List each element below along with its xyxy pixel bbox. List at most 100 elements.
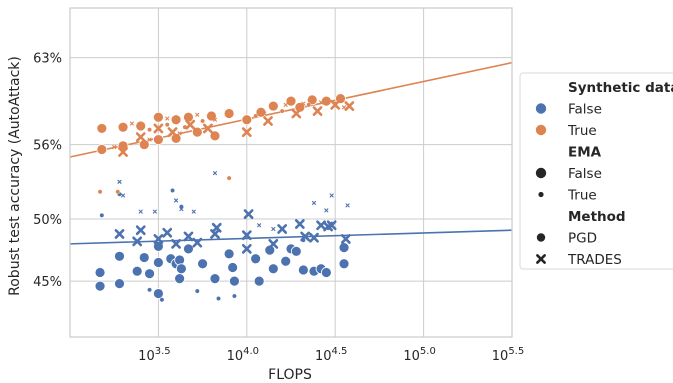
x-tick-label: 104.5 <box>315 346 347 364</box>
data-point <box>223 248 235 260</box>
data-point <box>96 144 108 155</box>
data-point <box>294 219 305 229</box>
data-point <box>97 189 103 195</box>
data-point <box>267 100 279 112</box>
y-tick-label: 56% <box>33 139 62 154</box>
data-point <box>311 200 317 205</box>
data-point <box>185 119 196 130</box>
data-point <box>94 267 106 278</box>
data-point <box>159 297 165 303</box>
data-point <box>162 227 173 238</box>
data-point <box>291 108 302 119</box>
data-point <box>329 193 334 198</box>
plot-frame <box>69 7 513 338</box>
data-point <box>183 243 194 255</box>
data-point <box>300 231 311 242</box>
data-point <box>152 257 164 268</box>
data-point <box>144 268 155 280</box>
data-point <box>132 236 143 247</box>
data-point <box>152 209 157 214</box>
data-point <box>114 250 125 262</box>
legend-label: TRADES <box>567 252 622 268</box>
data-point <box>209 273 221 285</box>
data-point <box>241 114 253 126</box>
legend-marker-circle <box>535 103 547 114</box>
data-point <box>253 275 265 287</box>
data-point <box>112 144 117 150</box>
data-point <box>263 116 273 126</box>
data-point <box>309 232 319 243</box>
legend-marker-circle <box>535 167 547 179</box>
data-point <box>324 208 329 213</box>
y-tick-label: 63% <box>33 52 62 67</box>
data-point <box>191 126 203 138</box>
data-point <box>306 102 312 108</box>
data-point <box>153 123 164 134</box>
data-point <box>200 118 206 124</box>
data-point <box>229 275 240 287</box>
data-point <box>131 265 143 277</box>
data-point <box>135 132 146 143</box>
data-points <box>94 93 355 303</box>
data-point <box>227 262 239 273</box>
data-point <box>280 255 292 267</box>
x-axis-title: FLOPS <box>268 367 312 383</box>
data-point <box>174 273 186 285</box>
data-point <box>212 117 218 122</box>
legend-marker-circle <box>536 233 546 242</box>
legend-box <box>519 72 673 270</box>
data-point <box>203 123 213 134</box>
data-point <box>174 198 179 203</box>
data-point <box>223 108 235 119</box>
data-point <box>216 296 221 301</box>
data-point <box>96 123 108 134</box>
data-point <box>138 209 143 214</box>
data-point <box>319 100 324 105</box>
data-point <box>326 220 337 231</box>
data-point <box>94 280 106 292</box>
data-point <box>114 278 125 290</box>
data-point <box>264 244 276 256</box>
legend-label: False <box>568 102 602 118</box>
data-point <box>183 111 194 123</box>
data-point <box>177 131 182 136</box>
data-point <box>301 101 306 106</box>
data-point <box>138 252 150 263</box>
legend-label: True <box>567 123 597 139</box>
data-point <box>344 101 355 111</box>
legend-group-title: Synthetic data <box>568 80 673 96</box>
data-point <box>257 223 262 228</box>
data-point <box>340 234 351 244</box>
data-point <box>330 99 341 110</box>
data-point <box>147 127 152 133</box>
data-point <box>115 189 121 195</box>
data-point <box>135 120 147 132</box>
data-point <box>241 243 252 254</box>
data-point <box>338 258 350 270</box>
data-point <box>114 229 125 239</box>
data-point <box>171 238 181 249</box>
data-point <box>147 137 152 142</box>
data-point <box>285 95 297 107</box>
data-point <box>118 147 128 157</box>
y-tick-label: 45% <box>33 275 62 290</box>
data-point <box>152 111 164 123</box>
legend-label: PGD <box>568 231 597 247</box>
data-point <box>195 112 200 117</box>
data-point <box>345 203 350 208</box>
data-point <box>174 254 186 266</box>
data-point <box>253 113 259 119</box>
data-point <box>197 258 209 270</box>
data-point <box>194 288 200 294</box>
data-point <box>232 293 237 299</box>
legend-label: True <box>567 188 597 204</box>
data-point <box>250 253 262 265</box>
data-point <box>290 245 302 257</box>
data-point <box>99 212 105 218</box>
data-point <box>183 231 194 242</box>
data-point <box>241 230 252 241</box>
data-point <box>117 179 122 184</box>
legend: Synthetic data False True EMA False True Metho… <box>519 72 673 270</box>
x-tick-label: 103.5 <box>138 346 170 364</box>
